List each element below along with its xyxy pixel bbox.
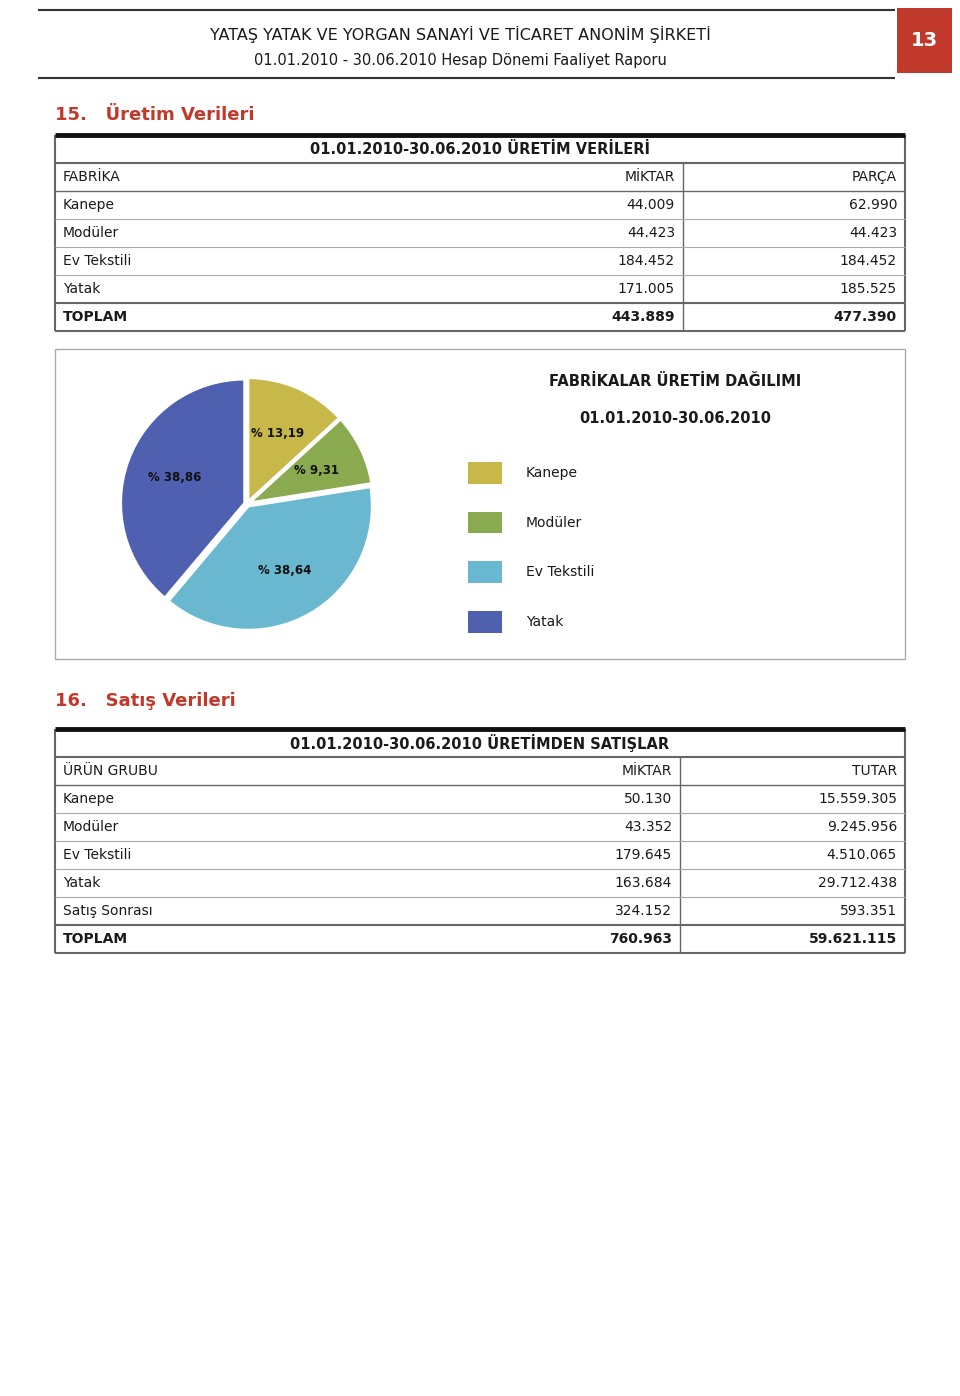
Text: 171.005: 171.005 [618,282,675,296]
Text: 29.712.438: 29.712.438 [818,877,897,891]
Text: 62.990: 62.990 [849,198,897,212]
Text: % 38,64: % 38,64 [258,564,311,578]
Text: 43.352: 43.352 [624,819,672,833]
Text: 184.452: 184.452 [840,254,897,268]
Text: 760.963: 760.963 [609,933,672,946]
Text: 593.351: 593.351 [840,905,897,919]
Text: 185.525: 185.525 [840,282,897,296]
Text: 59.621.115: 59.621.115 [808,933,897,946]
Text: ÜRÜN GRUBU: ÜRÜN GRUBU [63,764,157,778]
Wedge shape [250,419,372,503]
Text: 16.   Satış Verileri: 16. Satış Verileri [55,692,236,711]
Text: 184.452: 184.452 [618,254,675,268]
Bar [468,512,502,533]
Text: Yatak: Yatak [63,282,101,296]
Text: 15.559.305: 15.559.305 [818,792,897,805]
Text: TOPLAM: TOPLAM [63,310,128,324]
Text: 01.01.2010-30.06.2010 ÜRETİM VERİLERİ: 01.01.2010-30.06.2010 ÜRETİM VERİLERİ [310,141,650,156]
Text: 44.009: 44.009 [627,198,675,212]
Text: 4.510.065: 4.510.065 [827,847,897,861]
Text: 44.423: 44.423 [627,226,675,240]
Text: 477.390: 477.390 [834,310,897,324]
Text: MİKTAR: MİKTAR [622,764,672,778]
Text: % 9,31: % 9,31 [294,463,339,477]
Wedge shape [121,380,245,597]
Text: Kanepe: Kanepe [63,792,115,805]
Wedge shape [168,487,372,630]
Text: Modüler: Modüler [63,226,119,240]
Text: 01.01.2010-30.06.2010 ÜRETİMDEN SATIŞLAR: 01.01.2010-30.06.2010 ÜRETİMDEN SATIŞLAR [291,734,669,752]
Text: TOPLAM: TOPLAM [63,933,128,946]
Text: 01.01.2010-30.06.2010: 01.01.2010-30.06.2010 [580,410,772,426]
Text: 163.684: 163.684 [614,877,672,891]
Text: 44.423: 44.423 [849,226,897,240]
Text: TUTAR: TUTAR [852,764,897,778]
Bar [468,462,502,484]
Bar [468,611,502,632]
Text: 50.130: 50.130 [624,792,672,805]
Text: 01.01.2010 - 30.06.2010 Hesap Dönemi Faaliyet Raporu: 01.01.2010 - 30.06.2010 Hesap Dönemi Faa… [253,53,666,67]
Wedge shape [248,378,340,501]
Text: PARÇA: PARÇA [852,170,897,184]
Text: 179.645: 179.645 [614,847,672,861]
Text: Ev Tekstili: Ev Tekstili [63,254,132,268]
Text: % 13,19: % 13,19 [252,427,304,440]
Text: 443.889: 443.889 [612,310,675,324]
Text: Kanepe: Kanepe [526,466,578,480]
Text: 13: 13 [910,31,938,49]
Text: Ev Tekstili: Ev Tekstili [526,565,594,579]
Text: FABRİKALAR ÜRETİM DAĞILIMI: FABRİKALAR ÜRETİM DAĞILIMI [549,374,802,389]
Text: 9.245.956: 9.245.956 [827,819,897,833]
Text: YATAŞ YATAK VE YORGAN SANAYİ VE TİCARET ANONİM ŞİRKETİ: YATAŞ YATAK VE YORGAN SANAYİ VE TİCARET … [209,25,710,42]
Bar [468,561,502,584]
Text: 15.   Üretim Verileri: 15. Üretim Verileri [55,106,254,124]
Text: 324.152: 324.152 [615,905,672,919]
Text: % 38,86: % 38,86 [148,470,202,484]
Text: Modüler: Modüler [63,819,119,833]
Text: Satış Sonrası: Satış Sonrası [63,905,153,919]
Bar [897,8,952,73]
Text: Kanepe: Kanepe [63,198,115,212]
Text: Modüler: Modüler [526,515,582,529]
Text: Yatak: Yatak [526,614,564,628]
Text: MİKTAR: MİKTAR [625,170,675,184]
Text: FABRİKA: FABRİKA [63,170,121,184]
Text: Ev Tekstili: Ev Tekstili [63,847,132,861]
Bar [55,349,905,659]
Text: Yatak: Yatak [63,877,101,891]
